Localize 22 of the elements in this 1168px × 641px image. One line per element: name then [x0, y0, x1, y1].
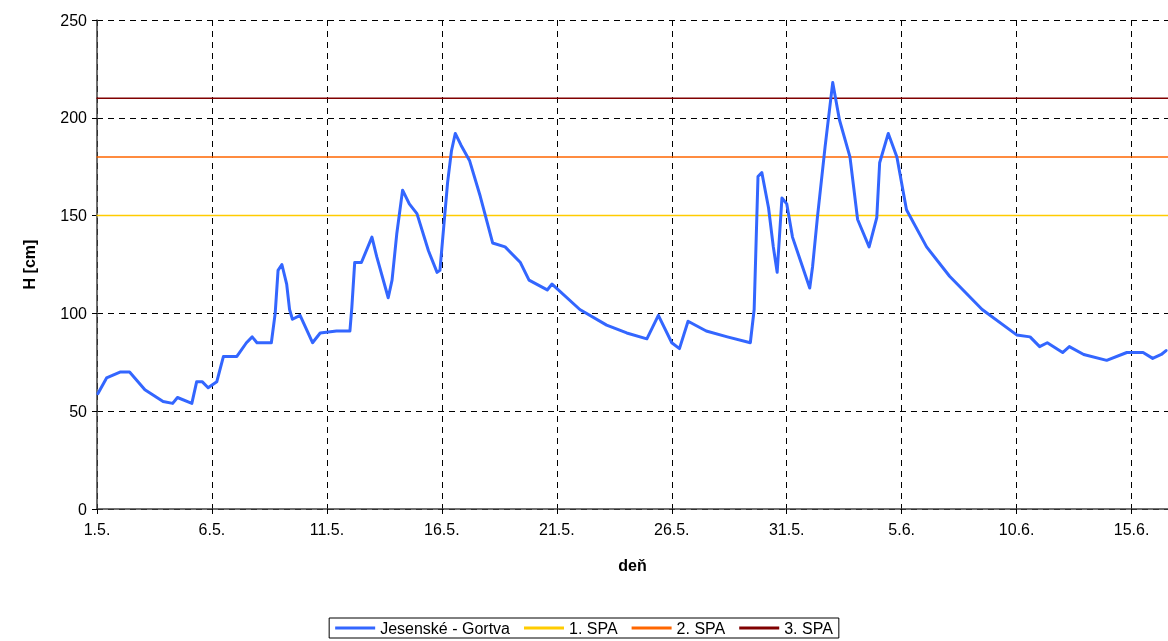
- x-tick-label: 6.5.: [198, 520, 226, 538]
- legend-label: 1. SPA: [568, 619, 618, 637]
- y-tick-label: 0: [78, 500, 88, 518]
- x-axis-title: deň: [618, 556, 647, 574]
- x-tick-label: 5.6.: [888, 520, 916, 538]
- y-axis-title: H [cm]: [20, 239, 38, 290]
- legend-label: 3. SPA: [784, 619, 834, 637]
- y-tick-label: 150: [60, 207, 88, 225]
- y-tick-label: 200: [60, 109, 88, 127]
- x-tick-label: 21.5.: [539, 520, 575, 538]
- legend-label: Jesenské - Gortva: [380, 619, 511, 637]
- x-tick-label: 16.5.: [424, 520, 460, 538]
- y-tick-label: 250: [60, 11, 88, 29]
- x-tick-label: 26.5.: [653, 520, 690, 538]
- y-tick-label: 100: [60, 304, 88, 322]
- legend-label: 2. SPA: [676, 619, 726, 637]
- x-tick-label: 1.5.: [83, 520, 111, 538]
- y-tick-label: 50: [69, 402, 88, 420]
- x-tick-label: 11.5.: [309, 520, 345, 538]
- x-tick-label: 10.6.: [998, 520, 1035, 538]
- x-tick-label: 15.6.: [1113, 520, 1150, 538]
- x-tick-label: 31.5.: [768, 520, 805, 538]
